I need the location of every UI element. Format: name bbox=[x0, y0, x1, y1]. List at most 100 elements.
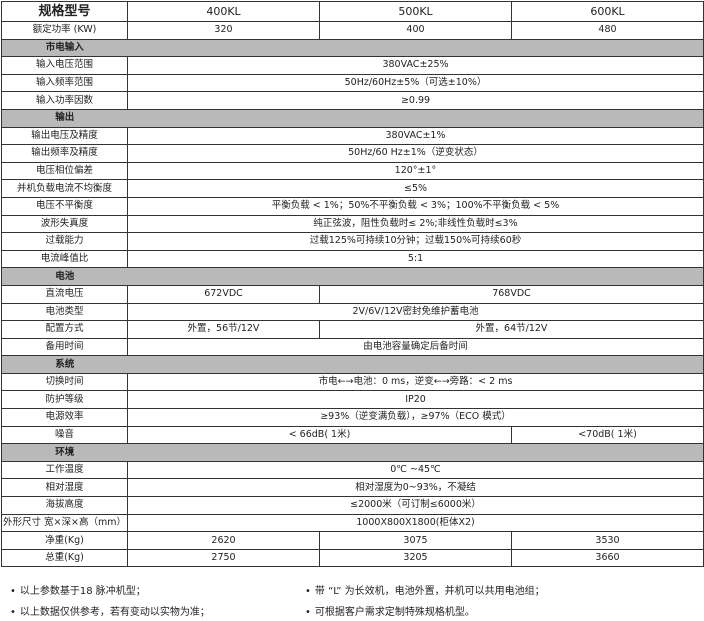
section-fill bbox=[127, 38, 704, 58]
spec-value: 672VDC bbox=[127, 284, 320, 304]
spec-value: 相对湿度为0~93%，不凝结 bbox=[127, 478, 704, 498]
section-fill bbox=[127, 108, 704, 128]
spec-label: 配置方式 bbox=[1, 320, 128, 339]
spec-value: 0℃ ~45℃ bbox=[127, 460, 704, 480]
spec-value: 1000X800X1800(柜体X2) bbox=[127, 513, 704, 533]
note-item: 可根据客户需求定制特殊规格机型。 bbox=[305, 603, 475, 618]
spec-row: 输入电压范围 380VAC±25% bbox=[1, 56, 704, 75]
spec-row: 电源效率 ≥93%（逆变满负载），≥97%（ECO 模式） bbox=[1, 408, 704, 427]
model-500kl: 500KL bbox=[319, 1, 512, 22]
spec-value: 市电←→电池：0 ms，逆变←→旁路：< 2 ms bbox=[127, 372, 704, 392]
spec-value: 120°±1° bbox=[127, 161, 704, 181]
spec-value: 2V/6V/12V密封免维护蓄电池 bbox=[127, 302, 704, 322]
spec-value: 2620 bbox=[127, 531, 320, 550]
spec-label: 直流电压 bbox=[1, 284, 128, 304]
spec-value: <70dB( 1米) bbox=[511, 425, 704, 445]
spec-row: 总重(Kg) 2750 3205 3660 bbox=[1, 548, 704, 568]
spec-row: 配置方式 外置，56节/12V 外置，64节/12V bbox=[1, 320, 704, 339]
spec-value: ≤5% bbox=[127, 179, 704, 198]
spec-label: 工作温度 bbox=[1, 460, 128, 480]
spec-value: ≥0.99 bbox=[127, 91, 704, 110]
spec-value: 过载125%可持续10分钟；过载150%可持续60秒 bbox=[127, 232, 704, 251]
spec-value: 3660 bbox=[511, 548, 704, 568]
spec-value: 由电池容量确定后备时间 bbox=[127, 337, 704, 357]
header-label: 规格型号 bbox=[1, 1, 128, 22]
header-row: 规格型号 400KL 500KL 600KL bbox=[1, 1, 704, 22]
spec-row: 输出电压及精度 380VAC±1% bbox=[1, 126, 704, 146]
spec-row: 并机负载电流不均衡度 ≤5% bbox=[1, 179, 704, 198]
spec-value: 480 bbox=[511, 21, 704, 40]
section-title: 系统 bbox=[1, 355, 128, 374]
spec-label: 额定功率 (KW) bbox=[1, 21, 128, 40]
spec-label: 净重(Kg) bbox=[1, 531, 128, 550]
spec-value: 768VDC bbox=[319, 284, 704, 304]
spec-row: 波形失真度 纯正弦波，阻性负载时≤ 2%;非线性负载时≤3% bbox=[1, 214, 704, 234]
spec-label: 噪音 bbox=[1, 425, 128, 445]
model-400kl: 400KL bbox=[127, 1, 320, 22]
spec-label: 输出电压及精度 bbox=[1, 126, 128, 146]
spec-row: 直流电压 672VDC 768VDC bbox=[1, 284, 704, 304]
spec-row: 工作温度 0℃ ~45℃ bbox=[1, 460, 704, 480]
spec-value: 5:1 bbox=[127, 249, 704, 269]
spec-row: 电压不平衡度 平衡负载 < 1%；50%不平衡负载 < 3%；100%不平衡负载 … bbox=[1, 196, 704, 216]
spec-row: 净重(Kg) 2620 3075 3530 bbox=[1, 531, 704, 550]
section-fill bbox=[127, 355, 704, 374]
section-fill bbox=[127, 443, 704, 462]
spec-value: 3530 bbox=[511, 531, 704, 550]
spec-row: 过载能力 过载125%可持续10分钟；过载150%可持续60秒 bbox=[1, 232, 704, 251]
spec-row: 外形尺寸 宽×深×高（mm） 1000X800X1800(柜体X2) bbox=[1, 513, 704, 533]
spec-label: 波形失真度 bbox=[1, 214, 128, 234]
spec-value: 纯正弦波，阻性负载时≤ 2%;非线性负载时≤3% bbox=[127, 214, 704, 234]
spec-row: 输入频率范围 50Hz/60Hz±5%（可选±10%） bbox=[1, 73, 704, 93]
spec-label: 电源效率 bbox=[1, 408, 128, 427]
spec-value: 320 bbox=[127, 21, 320, 40]
spec-label: 输入电压范围 bbox=[1, 56, 128, 75]
spec-row: 电池类型 2V/6V/12V密封免维护蓄电池 bbox=[1, 302, 704, 322]
spec-row: 电压相位偏差 120°±1° bbox=[1, 161, 704, 181]
model-600kl: 600KL bbox=[511, 1, 704, 22]
spec-row: 防护等级 IP20 bbox=[1, 390, 704, 410]
spec-value: 2750 bbox=[127, 548, 320, 568]
spec-label: 备用时间 bbox=[1, 337, 128, 357]
spec-value: 平衡负载 < 1%；50%不平衡负载 < 3%；100%不平衡负载 < 5% bbox=[127, 196, 704, 216]
spec-label: 并机负载电流不均衡度 bbox=[1, 179, 128, 198]
spec-label: 输入频率范围 bbox=[1, 73, 128, 93]
spec-label: 电池类型 bbox=[1, 302, 128, 322]
note-item: 以上参数基于18 脉冲机型； bbox=[10, 582, 146, 597]
section-header-row: 环境 bbox=[1, 443, 704, 462]
spec-label: 切换时间 bbox=[1, 372, 128, 392]
section-fill bbox=[127, 267, 704, 286]
spec-label: 外形尺寸 宽×深×高（mm） bbox=[1, 513, 128, 533]
spec-label: 海拔高度 bbox=[1, 496, 128, 515]
section-title: 市电输入 bbox=[1, 38, 128, 58]
spec-row: 额定功率 (KW) 320 400 480 bbox=[1, 21, 704, 40]
section-header-row: 市电输入 bbox=[1, 38, 704, 58]
spec-value: 400 bbox=[319, 21, 512, 40]
spec-label: 电流峰值比 bbox=[1, 249, 128, 269]
spec-label: 防护等级 bbox=[1, 390, 128, 410]
spec-value: 3075 bbox=[319, 531, 512, 550]
spec-value: 3205 bbox=[319, 548, 512, 568]
spec-value: 380VAC±1% bbox=[127, 126, 704, 146]
spec-table-body: 规格型号 400KL 500KL 600KL 额定功率 (KW) 320 400 48… bbox=[1, 1, 704, 568]
note-item: 带 “L” 为长效机，电池外置，并机可以共用电池组； bbox=[305, 582, 545, 597]
spec-value: 50Hz/60 Hz±1%（逆变状态） bbox=[127, 144, 704, 163]
spec-row: 海拔高度 ≤2000米（可订制≤6000米） bbox=[1, 496, 704, 515]
section-title: 环境 bbox=[1, 443, 128, 462]
spec-value: 50Hz/60Hz±5%（可选±10%） bbox=[127, 73, 704, 93]
spec-value: ≤2000米（可订制≤6000米） bbox=[127, 496, 704, 515]
spec-row: 输出频率及精度 50Hz/60 Hz±1%（逆变状态） bbox=[1, 144, 704, 163]
spec-value: ≥93%（逆变满负载），≥97%（ECO 模式） bbox=[127, 408, 704, 427]
spec-row: 噪音 < 66dB( 1米) <70dB( 1米) bbox=[1, 425, 704, 445]
spec-value: 外置，56节/12V bbox=[127, 320, 320, 339]
spec-value: IP20 bbox=[127, 390, 704, 410]
spec-row: 相对湿度 相对湿度为0~93%，不凝结 bbox=[1, 478, 704, 498]
spec-label: 过载能力 bbox=[1, 232, 128, 251]
spec-row: 输入功率因数 ≥0.99 bbox=[1, 91, 704, 110]
spec-table: 规格型号 400KL 500KL 600KL 额定功率 (KW) 320 400 48… bbox=[1, 1, 704, 568]
spec-value: < 66dB( 1米) bbox=[127, 425, 512, 445]
spec-label: 相对湿度 bbox=[1, 478, 128, 498]
note-item: 以上数据仅供参考，若有变动以实物为准； bbox=[10, 603, 210, 618]
spec-label: 总重(Kg) bbox=[1, 548, 128, 568]
spec-label: 电压不平衡度 bbox=[1, 196, 128, 216]
